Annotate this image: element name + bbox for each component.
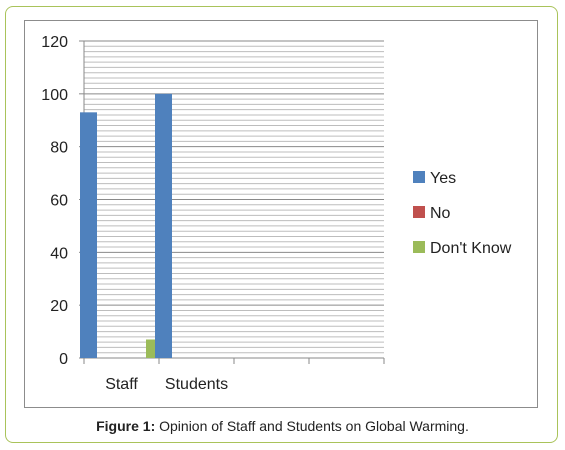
- legend-label: Yes: [430, 170, 456, 187]
- y-tick-label: 20: [50, 298, 68, 315]
- legend-label: Don't Know: [430, 240, 512, 257]
- y-tick-label: 80: [50, 140, 68, 157]
- bar-yes: [80, 112, 97, 358]
- y-tick-label: 40: [50, 245, 68, 262]
- y-tick-label: 0: [59, 351, 68, 368]
- bar-chart: 0 20 40 60 80 100 120 Staff Students Yes No Don't K…: [41, 34, 512, 393]
- chart-area-border: [24, 20, 538, 408]
- figure-caption: Figure 1: Opinion of Staff and Students …: [0, 418, 565, 434]
- y-tick-label: 100: [41, 87, 68, 104]
- x-tick-label: Staff: [105, 376, 138, 393]
- legend-swatch: [413, 171, 425, 183]
- x-tick-label: Students: [165, 376, 228, 393]
- legend-swatch: [413, 241, 425, 253]
- legend-label: No: [430, 205, 451, 222]
- caption-text: Opinion of Staff and Students on Global …: [155, 418, 469, 434]
- legend-swatch: [413, 206, 425, 218]
- caption-label: Figure 1:: [96, 418, 156, 434]
- bar-yes: [155, 93, 172, 358]
- y-tick-label: 120: [41, 34, 68, 51]
- y-tick-label: 60: [50, 193, 68, 210]
